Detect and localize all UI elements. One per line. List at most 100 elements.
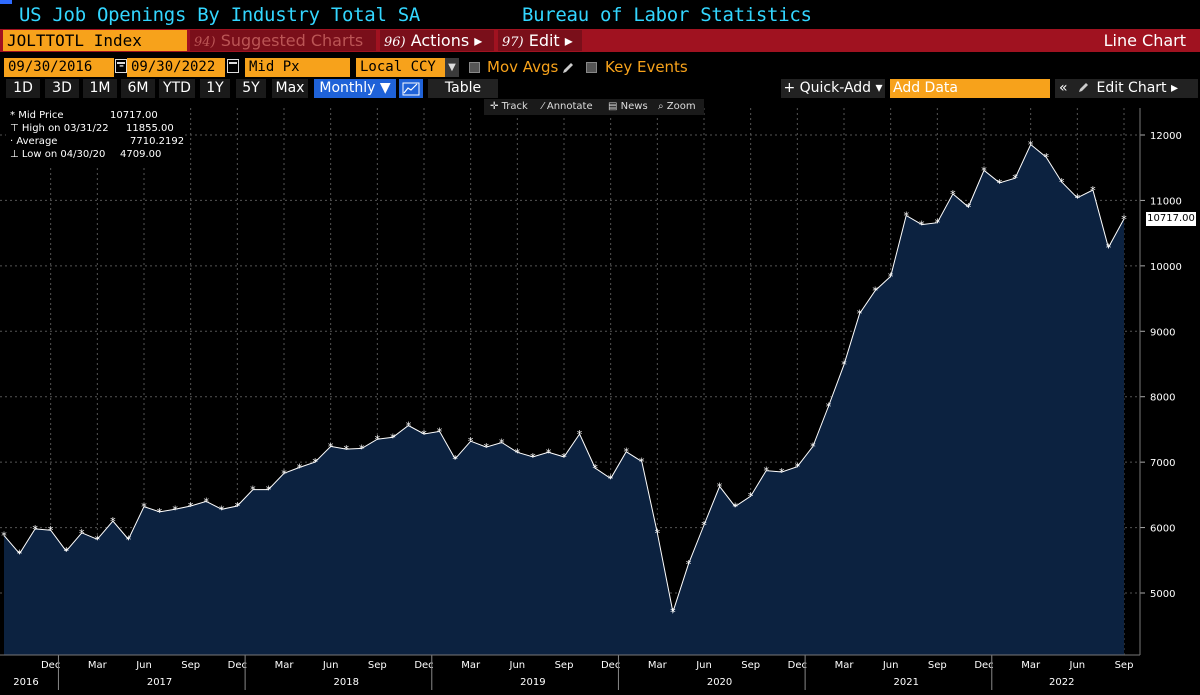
data-point-marker: *: [981, 164, 987, 177]
data-point-marker: *: [935, 217, 941, 230]
chart-type-label[interactable]: Line Chart: [1103, 31, 1186, 50]
data-point-marker: *: [172, 503, 178, 516]
table-button[interactable]: Table: [428, 79, 498, 98]
data-point-marker: *: [515, 446, 521, 459]
data-point-marker: *: [63, 545, 69, 558]
data-point-marker: *: [483, 441, 489, 454]
x-tick-label: Dec: [414, 660, 433, 671]
legend-high-value: 11855.00: [126, 123, 174, 134]
data-point-marker: *: [701, 519, 707, 532]
data-point-marker: *: [686, 558, 692, 571]
key-events-checkbox[interactable]: [586, 62, 597, 73]
data-point-marker: *: [219, 503, 225, 516]
annotate-tool[interactable]: ⁄ Annotate: [542, 101, 593, 112]
annotate-label: Annotate: [546, 101, 593, 112]
frequency-select[interactable]: Monthly ▼: [314, 79, 396, 98]
data-point-marker: *: [499, 437, 505, 450]
data-point-marker: *: [997, 177, 1003, 190]
data-point-marker: *: [748, 490, 754, 503]
x-tick-label: Sep: [1115, 660, 1134, 671]
collapse-icon[interactable]: «: [1059, 80, 1068, 96]
data-point-marker: *: [623, 446, 629, 459]
data-point-marker: *: [126, 533, 132, 546]
mov-avgs-checkbox[interactable]: [469, 62, 480, 73]
data-point-marker: *: [110, 515, 116, 528]
add-data-input[interactable]: Add Data: [890, 79, 1050, 98]
period-button-1m[interactable]: 1M: [83, 79, 117, 98]
x-tick-label: Mar: [275, 660, 295, 671]
chart-tools: ✛ Track ⁄ Annotate ▤ News ⌕ Zoom: [484, 99, 704, 115]
x-axis: Dec Mar Jun Sep Dec Mar Jun Sep Dec Mar Jun Sep Dec M…: [13, 655, 1133, 690]
x-tick-label: Mar: [835, 660, 855, 671]
y-axis: 5000 6000 7000 8000 9000 10000 11000 12000: [1140, 131, 1182, 600]
data-point-marker: *: [655, 527, 661, 540]
data-point-marker: *: [390, 431, 396, 444]
period-button-1d[interactable]: 1D: [6, 79, 40, 98]
data-point-marker: *: [157, 506, 163, 519]
data-point-marker: *: [872, 285, 878, 298]
news-tool[interactable]: ▤ News: [608, 101, 648, 112]
pencil-icon[interactable]: [561, 60, 575, 74]
data-point-marker: *: [250, 484, 256, 497]
legend-low-row: ⊥ Low on 04/30/20 4709.00: [10, 148, 161, 161]
calendar-icon[interactable]: [227, 59, 239, 73]
price-field-select[interactable]: Mid Px: [245, 58, 350, 77]
suggested-charts-button[interactable]: 94) Suggested Charts: [190, 30, 376, 51]
title-accent: [0, 0, 12, 4]
line-chart-icon[interactable]: [399, 79, 423, 98]
end-date-input[interactable]: 09/30/2022: [127, 58, 225, 77]
data-point-marker: *: [266, 484, 272, 497]
data-point-marker: *: [639, 455, 645, 468]
data-point-marker: *: [903, 209, 909, 222]
data-point-marker: *: [857, 308, 863, 321]
ticker-field[interactable]: JOLTTOTL Index: [3, 30, 187, 51]
start-date-input[interactable]: 09/30/2016: [4, 58, 114, 77]
edit-number: 97): [502, 35, 524, 50]
period-button-5y[interactable]: 5Y: [236, 79, 266, 98]
key-events-label: Key Events: [605, 58, 688, 76]
data-point-marker: *: [141, 501, 147, 514]
track-tool[interactable]: ✛ Track: [490, 101, 528, 112]
mov-avgs-label: Mov Avgs: [487, 58, 559, 76]
data-point-marker: *: [297, 461, 303, 474]
period-button-max[interactable]: Max: [272, 79, 308, 98]
data-point-marker: *: [1059, 176, 1065, 189]
x-tick-label: Jun: [695, 660, 712, 671]
x-tick-label: Sep: [555, 660, 574, 671]
data-point-marker: *: [79, 527, 85, 540]
date-separator: -: [119, 58, 125, 74]
data-point-marker: *: [530, 451, 536, 464]
data-point-marker: *: [1028, 138, 1034, 151]
y-tick-label: 6000: [1150, 524, 1175, 535]
calendar-icon[interactable]: [115, 59, 127, 73]
legend-mid-value: 10717.00: [110, 110, 158, 121]
series-markers: * * * * * * * * * * * * * * * * * * * * * * * * * * * * * * * * * * * * * * * *…: [1, 138, 1127, 619]
data-point-marker: *: [577, 428, 583, 441]
data-point-marker: *: [1106, 242, 1112, 255]
currency-select[interactable]: Local CCY: [356, 58, 445, 77]
quick-add-button[interactable]: + Quick-Add ▾: [781, 79, 885, 98]
data-point-marker: *: [375, 433, 381, 446]
period-button-1y[interactable]: 1Y: [200, 79, 230, 98]
price-chart[interactable]: * * * * * * * * * * * * * * * * * * * * * * * * * * * * * * * * * * * * * * * *…: [0, 100, 1200, 695]
period-button-ytd[interactable]: YTD: [159, 79, 195, 98]
period-button-6m[interactable]: 6M: [121, 79, 155, 98]
edit-chart-button[interactable]: « Edit Chart ▸: [1055, 79, 1198, 98]
data-point-marker: *: [670, 606, 676, 619]
data-point-marker: *: [966, 201, 972, 214]
data-point-marker: *: [1012, 172, 1018, 185]
chevron-down-icon[interactable]: ▼: [445, 58, 459, 77]
data-point-marker: *: [950, 188, 956, 201]
data-point-marker: *: [468, 435, 474, 448]
data-point-marker: *: [717, 480, 723, 493]
actions-menu-button[interactable]: 96) Actions ▸: [380, 30, 494, 51]
data-point-marker: *: [763, 465, 769, 478]
x-tick-label: Jun: [135, 660, 152, 671]
period-button-3d[interactable]: 3D: [45, 79, 79, 98]
data-point-marker: *: [1075, 192, 1081, 205]
edit-menu-button[interactable]: 97) Edit ▸: [498, 30, 582, 51]
x-tick-label: Mar: [1021, 660, 1041, 671]
y-tick-label: 8000: [1150, 393, 1175, 404]
zoom-tool[interactable]: ⌕ Zoom: [658, 101, 696, 112]
data-point-marker: *: [1090, 184, 1096, 197]
